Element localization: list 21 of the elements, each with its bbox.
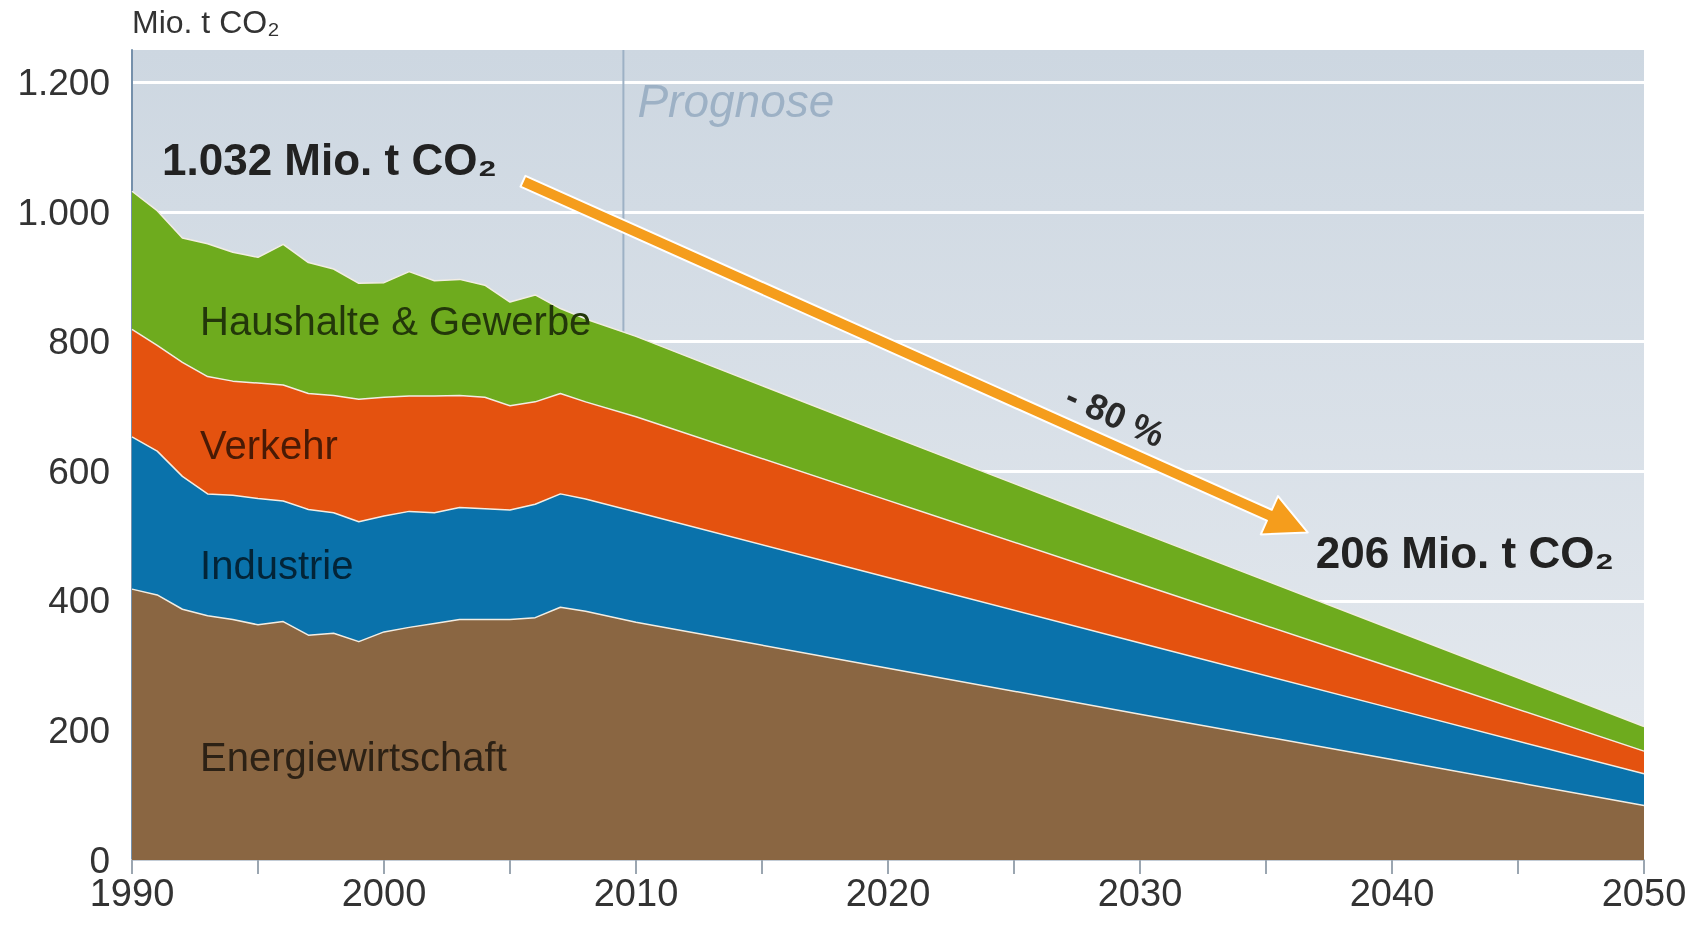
y-tick-label: 200 (48, 709, 110, 751)
x-tick-label: 2050 (1601, 872, 1687, 914)
y-tick-label: 600 (48, 450, 110, 492)
x-tick-label: 2040 (1349, 872, 1435, 914)
x-tick-label: 2010 (593, 872, 679, 914)
y-axis-title: Mio. t CO₂ (132, 4, 280, 40)
annotation: 206 Mio. t CO₂ (1315, 528, 1615, 578)
series-label: Haushalte & Gewerbe (200, 298, 592, 343)
annotation: - 80 % (1059, 375, 1172, 456)
series-label: Verkehr (200, 422, 338, 467)
x-tick-label: 2000 (341, 872, 427, 914)
x-tick-label: 2020 (845, 872, 931, 914)
x-tick-label: 2030 (1097, 872, 1183, 914)
y-tick-label: 400 (48, 580, 110, 622)
series-label: Industrie (200, 542, 354, 587)
y-tick-label: 800 (48, 321, 110, 363)
y-tick-label: 1.000 (17, 191, 110, 233)
annotation: 1.032 Mio. t CO₂ (162, 135, 497, 185)
x-tick-label: 1990 (89, 872, 175, 914)
y-tick-label: 1.200 (17, 61, 110, 103)
series-label: Energiewirtschaft (200, 735, 507, 780)
